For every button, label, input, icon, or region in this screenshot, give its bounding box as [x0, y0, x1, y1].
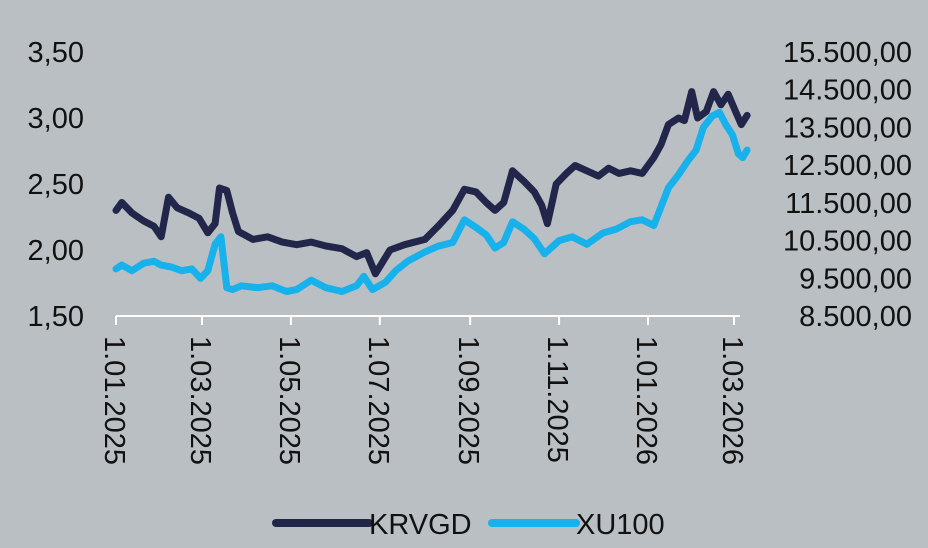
x-tick-label: 1.07.2025	[362, 336, 394, 465]
right-y-tick-label: 14.500,00	[783, 75, 912, 107]
right-y-tick-label: 10.500,00	[783, 226, 912, 258]
right-y-tick-label: 12.500,00	[783, 150, 912, 182]
legend: KRVGD XU100	[272, 509, 665, 541]
series-line-xu100	[112, 108, 751, 295]
legend-label-xu100: XU100	[576, 509, 665, 541]
left-y-tick-label: 2,50	[28, 169, 84, 201]
right-y-tick-label: 9.500,00	[799, 263, 912, 295]
right-y-tick-label: 13.500,00	[783, 112, 912, 144]
right-y-axis-ticks: 8.500,00 9.500,00 10.500,00 11.500,00 12.500…	[783, 37, 912, 333]
left-y-tick-label: 3,50	[28, 37, 84, 69]
left-y-tick-label: 2,00	[28, 235, 84, 267]
series-layer	[112, 88, 751, 295]
legend-label-krvgd: KRVGD	[369, 509, 472, 541]
left-y-tick-label: 3,00	[28, 103, 84, 135]
right-y-tick-label: 8.500,00	[799, 301, 912, 333]
left-y-tick-label: 1,50	[28, 301, 84, 333]
x-tick-label: 1.01.2025	[98, 336, 130, 465]
right-y-tick-label: 11.500,00	[785, 188, 912, 220]
x-tick-label: 1.11.2025	[541, 336, 573, 463]
x-tick-label: 1.01.2026	[630, 336, 662, 465]
x-axis: 1.01.2025 1.03.2025 1.05.2025 1.07.2025 1.09…	[98, 315, 748, 465]
series-line-krvgd	[112, 88, 751, 278]
x-tick-label: 1.09.2025	[452, 336, 484, 465]
right-y-tick-label: 15.500,00	[783, 37, 912, 69]
x-tick-label: 1.03.2026	[716, 336, 748, 465]
x-tick-label: 1.03.2025	[184, 336, 216, 465]
x-tick-label: 1.05.2025	[273, 336, 305, 465]
left-y-axis-ticks: 1,50 2,00 2,50 3,00 3,50	[28, 37, 84, 333]
